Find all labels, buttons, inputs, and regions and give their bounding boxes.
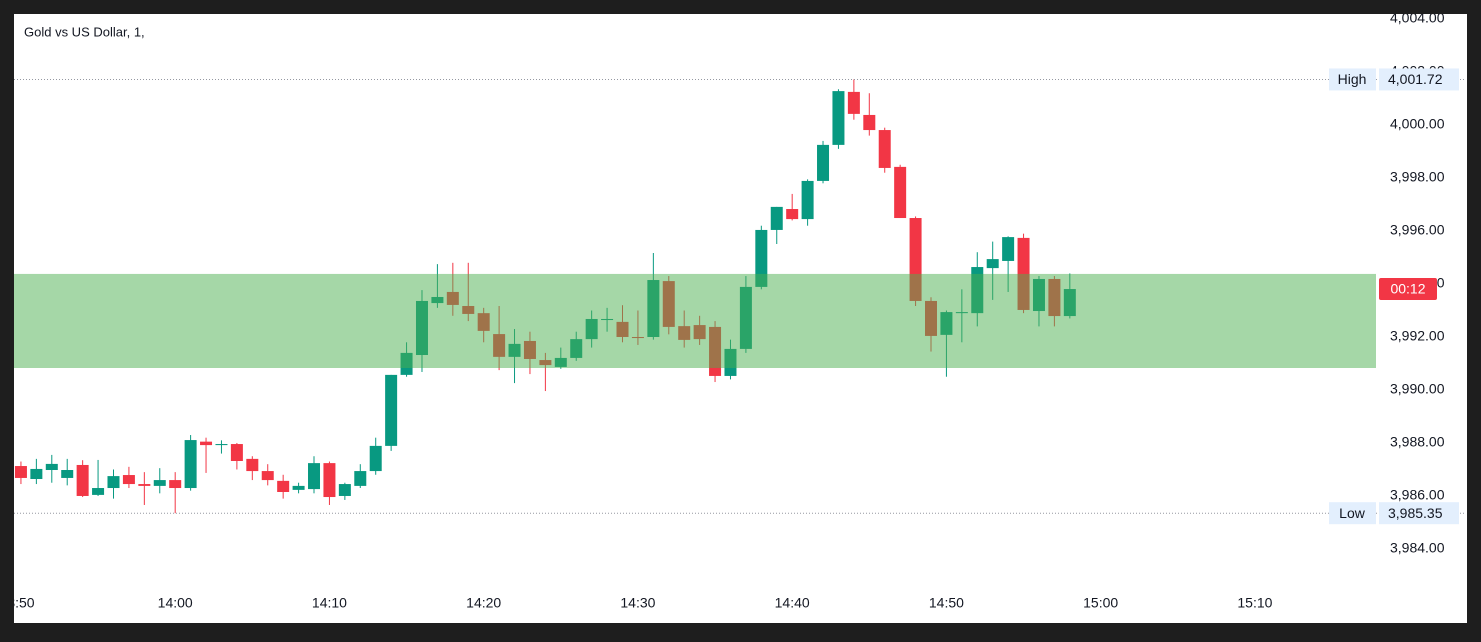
candle-body — [292, 485, 305, 490]
y-tick-label: 3,990.00 — [1390, 381, 1445, 397]
candle-body — [770, 206, 783, 230]
candle-body — [215, 444, 228, 446]
candle-body — [92, 488, 105, 495]
chart-title: Gold vs US Dollar, 1, — [24, 24, 145, 39]
candle-body — [894, 166, 907, 219]
x-tick-label: 14:50 — [929, 595, 964, 611]
y-tick-label: 4,004.00 — [1390, 10, 1445, 26]
candle-body — [107, 476, 120, 489]
candle-body — [832, 91, 845, 145]
price-line-tag — [1329, 502, 1376, 525]
candle-body — [847, 91, 860, 114]
candle-body — [169, 480, 182, 489]
x-tick-label: 14:30 — [620, 595, 655, 611]
y-tick-label: 3,992.00 — [1390, 328, 1445, 344]
candle-body — [230, 444, 243, 461]
price-line-value-tag — [1379, 68, 1459, 91]
countdown: 00:12 — [1390, 281, 1425, 297]
y-tick-label: 3,986.00 — [1390, 487, 1445, 503]
candle-body — [261, 471, 274, 481]
x-tick-label: 14:40 — [775, 595, 810, 611]
candle-body — [200, 441, 213, 446]
price-line-name: High — [1338, 71, 1367, 87]
candle-body — [308, 463, 321, 490]
range-box — [14, 273, 1376, 368]
x-tick-label: 14:10 — [312, 595, 347, 611]
y-tick-label: 3,996.00 — [1390, 222, 1445, 238]
price-line-tag — [1329, 68, 1376, 91]
candle-body — [14, 466, 27, 478]
candle-body — [323, 463, 336, 498]
candle-body — [76, 464, 89, 496]
candle-body — [786, 209, 799, 220]
candle-body — [986, 259, 999, 269]
candle-body — [138, 484, 151, 486]
candle-body — [184, 440, 197, 489]
y-tick-label: 3,988.00 — [1390, 434, 1445, 450]
x-tick-label: 3:50 — [7, 595, 34, 611]
candle-body — [354, 471, 367, 486]
candle-body — [61, 470, 74, 478]
price-line-name: Low — [1339, 505, 1366, 521]
candle-body — [817, 144, 830, 181]
candle-body — [30, 468, 43, 480]
candle-body — [122, 475, 135, 485]
candle-body — [755, 229, 768, 287]
candle-body — [801, 180, 814, 220]
candle-body — [246, 458, 259, 472]
price-line-value: 3,985.35 — [1388, 505, 1443, 521]
x-tick-label: 14:20 — [466, 595, 501, 611]
y-tick-label: 4,000.00 — [1390, 116, 1445, 132]
candle-body — [153, 480, 166, 486]
x-tick-label: 15:10 — [1237, 595, 1272, 611]
price-line-value: 4,001.72 — [1388, 71, 1443, 87]
candle-body — [878, 130, 891, 168]
candle-body — [338, 484, 351, 496]
countdown-tag — [1379, 278, 1437, 301]
candle-body — [863, 114, 876, 131]
y-tick-label: 3,984.00 — [1390, 540, 1445, 556]
price-line-value-tag — [1379, 502, 1459, 525]
candle-body — [385, 374, 398, 446]
x-tick-label: 14:00 — [158, 595, 193, 611]
x-tick-label: 15:00 — [1083, 595, 1118, 611]
candle-body — [277, 480, 290, 492]
plot: 3,984.00 3,986.00 3,988.00 3,990.00 3,992.00… — [7, 10, 1466, 611]
candle-body — [369, 445, 382, 472]
candle-body — [45, 463, 58, 471]
y-tick-label: 3,998.00 — [1390, 169, 1445, 185]
candle-body — [1002, 237, 1015, 261]
